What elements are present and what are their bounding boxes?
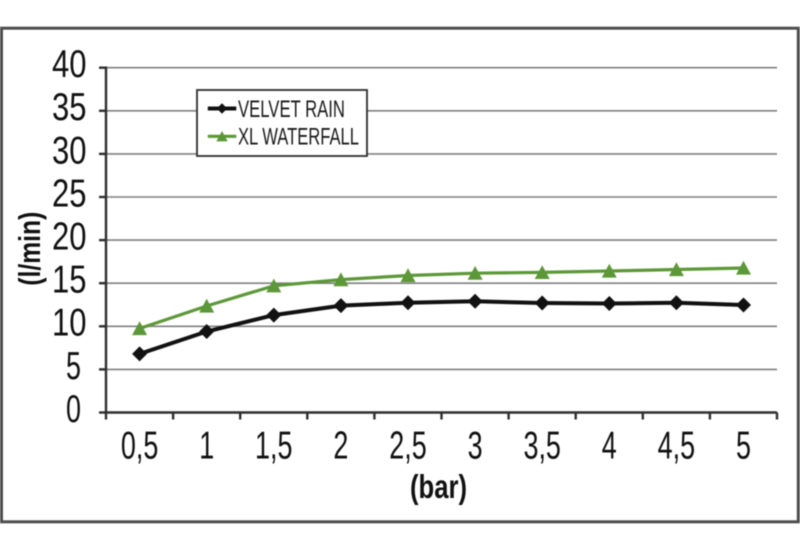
svg-text:3: 3 (468, 424, 483, 467)
svg-text:(bar): (bar) (410, 468, 467, 505)
svg-text:2,5: 2,5 (389, 424, 427, 467)
svg-text:30: 30 (52, 129, 87, 172)
svg-text:4: 4 (602, 424, 617, 467)
svg-text:0,5: 0,5 (121, 424, 159, 467)
svg-text:VELVET RAIN: VELVET RAIN (238, 96, 345, 123)
svg-text:20: 20 (52, 216, 87, 259)
svg-text:4,5: 4,5 (658, 424, 696, 467)
svg-text:(l/min): (l/min) (12, 212, 47, 286)
svg-text:5: 5 (66, 345, 81, 388)
svg-text:1,5: 1,5 (255, 424, 293, 467)
svg-text:35: 35 (52, 86, 87, 129)
svg-text:5: 5 (736, 424, 751, 467)
svg-text:XL WATERFALL: XL WATERFALL (238, 124, 359, 151)
svg-text:15: 15 (52, 259, 87, 302)
svg-text:25: 25 (52, 172, 87, 215)
svg-text:2: 2 (333, 424, 348, 467)
svg-text:10: 10 (52, 302, 87, 345)
svg-text:3,5: 3,5 (523, 424, 561, 467)
svg-text:40: 40 (52, 43, 87, 86)
svg-text:0: 0 (66, 388, 81, 431)
svg-text:1: 1 (199, 424, 214, 467)
